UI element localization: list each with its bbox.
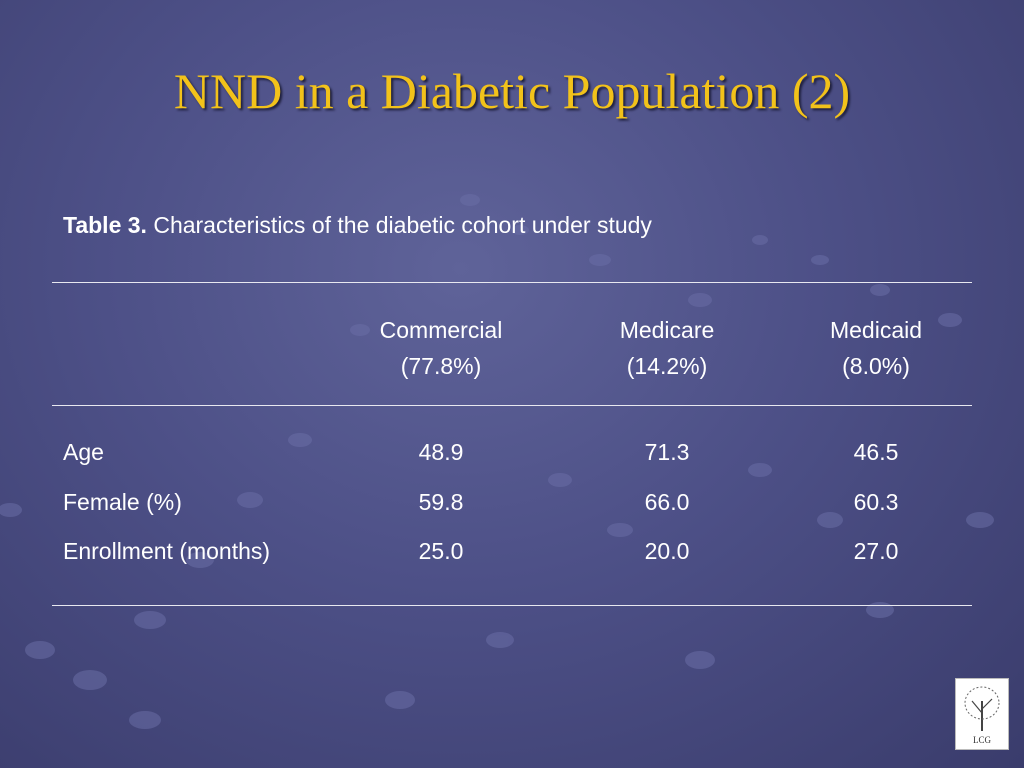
column-name: Medicaid [829, 317, 923, 343]
cell-value: 60.3 [853, 489, 899, 515]
caption-text: Characteristics of the diabetic cohort u… [153, 212, 652, 238]
row-label: Female (%) [63, 489, 182, 515]
cell-value: 66.0 [644, 489, 690, 515]
column-share: (8.0%) [842, 353, 910, 379]
column-share: (77.8%) [400, 353, 482, 379]
cell-value: 48.9 [418, 439, 464, 465]
logo-tree [964, 686, 1000, 731]
caption-label: Table 3. [63, 212, 147, 238]
logo-text: LCG [973, 735, 991, 745]
cell-value: 27.0 [853, 538, 899, 564]
row-label: Age [63, 439, 104, 465]
row-label: Enrollment (months) [63, 538, 271, 564]
table-caption: Table 3. Characteristics of the diabetic… [63, 212, 652, 239]
column-name: Medicare [619, 317, 715, 343]
rule [52, 605, 972, 606]
cell-value: 71.3 [644, 439, 690, 465]
cell-value: 25.0 [418, 538, 464, 564]
rule [52, 282, 972, 283]
column-name: Commercial [379, 317, 503, 343]
cell-value: 20.0 [644, 538, 690, 564]
logo: LCG [955, 678, 1009, 750]
column-share: (14.2%) [626, 353, 708, 379]
cell-value: 59.8 [418, 489, 464, 515]
rule [52, 405, 972, 406]
slide-title: NND in a Diabetic Population (2) [173, 63, 851, 119]
cell-value: 46.5 [853, 439, 899, 465]
